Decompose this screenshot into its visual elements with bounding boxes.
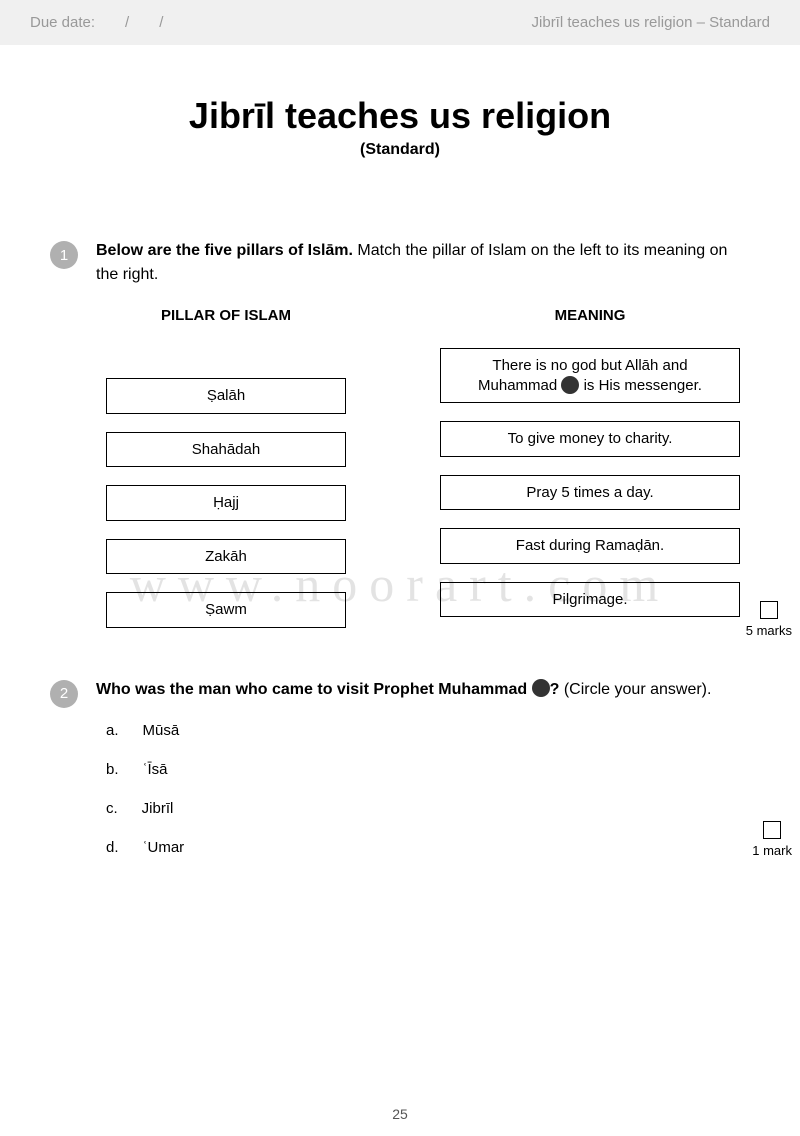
q2-bold-prefix: Who was the man who came to visit Prophe…	[96, 681, 532, 698]
meaning-box: Pray 5 times a day.	[440, 475, 740, 511]
meaning-text-suffix: is His messenger.	[579, 377, 702, 394]
page-subtitle: (Standard)	[50, 141, 750, 159]
meaning-box: Pilgrimage.	[440, 582, 740, 618]
page-content: Jibrīl teaches us religion (Standard) 1 …	[0, 45, 800, 878]
option-text: Jibrīl	[142, 800, 174, 817]
marks-checkbox	[763, 821, 781, 839]
pillar-box: Shahādah	[106, 432, 346, 468]
option-text: ʿĪsā	[143, 761, 168, 778]
header-right-text: Jibrīl teaches us religion – Standard	[532, 14, 770, 31]
question-1: 1 Below are the five pillars of Islām. M…	[50, 239, 750, 628]
marks-checkbox	[760, 601, 778, 619]
option-text: Mūsā	[143, 722, 180, 739]
due-date-field: Due date: / /	[30, 14, 163, 31]
q2-bold-suffix: ?	[550, 681, 560, 698]
option-row: c. Jibrīl	[106, 800, 750, 817]
salawat-icon	[561, 376, 579, 394]
pillar-box: Zakāh	[106, 539, 346, 575]
match-headers: PILLAR OF ISLAM MEANING	[96, 307, 750, 324]
q2-options: a. Mūsā b. ʿĪsā c. Jibrīl d. ʿUmar	[96, 722, 750, 856]
q1-bold-text: Below are the five pillars of Islām.	[96, 242, 353, 259]
meaning-header: MEANING	[440, 307, 740, 324]
header-bar: Due date: / / Jibrīl teaches us religion…	[0, 0, 800, 45]
question-1-body: Below are the five pillars of Islām. Mat…	[96, 239, 750, 628]
due-date-label: Due date:	[30, 14, 95, 31]
question-number-badge: 1	[50, 241, 78, 269]
option-letter: d.	[106, 839, 119, 856]
marks-label: 5 marks	[746, 623, 792, 638]
option-row: a. Mūsā	[106, 722, 750, 739]
q1-marks: 5 marks	[746, 601, 792, 638]
pillar-box: Ḥajj	[106, 485, 346, 521]
question-number-badge: 2	[50, 680, 78, 708]
question-2: 2 Who was the man who came to visit Prop…	[50, 678, 750, 878]
q2-rest-text: (Circle your answer).	[559, 681, 711, 698]
option-letter: c.	[106, 800, 118, 817]
option-text: ʿUmar	[143, 839, 185, 856]
meaning-box: To give money to charity.	[440, 421, 740, 457]
marks-label: 1 mark	[752, 843, 792, 858]
meaning-box: There is no god but Allāh and Muhammad i…	[440, 348, 740, 403]
question-1-text: Below are the five pillars of Islām. Mat…	[96, 239, 750, 287]
option-row: b. ʿĪsā	[106, 761, 750, 778]
question-2-text: Who was the man who came to visit Prophe…	[96, 678, 750, 702]
pillar-column: Ṣalāh Shahādah Ḥajj Zakāh Ṣawm	[106, 348, 346, 628]
q2-marks: 1 mark	[752, 821, 792, 858]
match-columns: Ṣalāh Shahādah Ḥajj Zakāh Ṣawm There is …	[96, 348, 750, 628]
meaning-column: There is no god but Allāh and Muhammad i…	[440, 348, 740, 628]
salawat-icon	[532, 679, 550, 697]
option-letter: b.	[106, 761, 119, 778]
page-title: Jibrīl teaches us religion	[50, 95, 750, 137]
page-number: 25	[0, 1106, 800, 1122]
pillar-box: Ṣalāh	[106, 378, 346, 414]
pillar-box: Ṣawm	[106, 592, 346, 628]
date-slash-2: /	[159, 14, 163, 31]
meaning-box: Fast during Ramaḍān.	[440, 528, 740, 564]
date-slash-1: /	[125, 14, 129, 31]
question-2-body: Who was the man who came to visit Prophe…	[96, 678, 750, 878]
pillar-header: PILLAR OF ISLAM	[106, 307, 346, 324]
option-row: d. ʿUmar	[106, 839, 750, 856]
option-letter: a.	[106, 722, 119, 739]
